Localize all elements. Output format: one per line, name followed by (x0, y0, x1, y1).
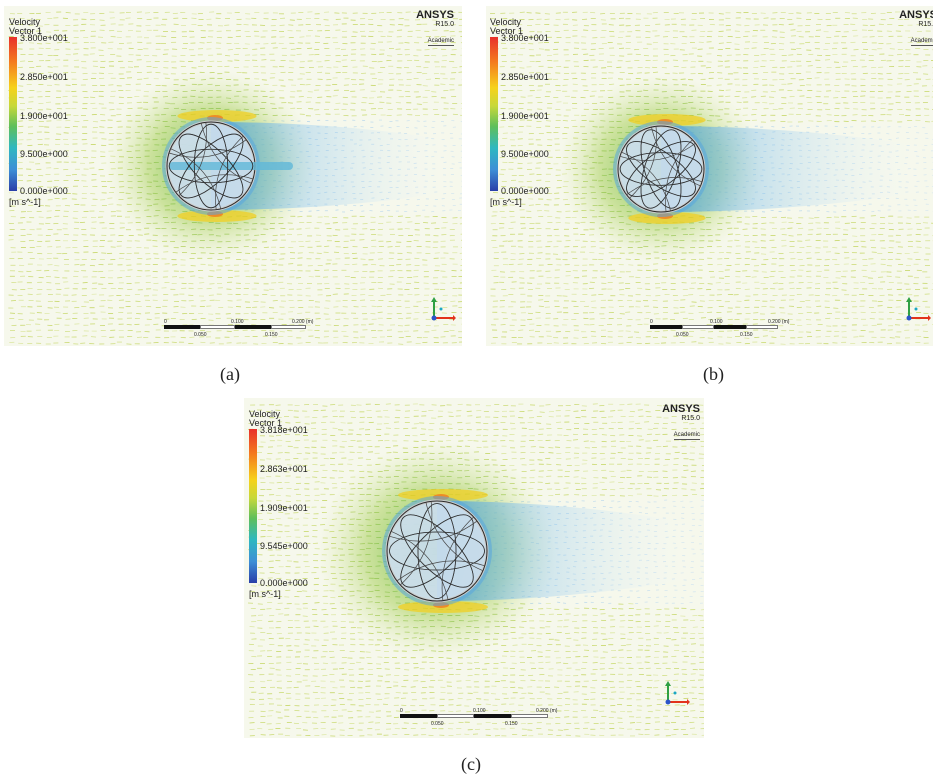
legend-tick: 1.909e+001 (260, 503, 308, 513)
scale-label: 0.100 (473, 708, 486, 714)
scale-label: 0.050 (194, 332, 207, 338)
color-scale-bar (249, 429, 257, 583)
legend-tick: 0.000e+000 (260, 578, 308, 588)
legend-unit: [m s^-1] (9, 197, 41, 207)
flow-field-b (490, 11, 933, 345)
scale-label: 0.050 (676, 332, 689, 338)
scale-label: 0.200 (m) (536, 708, 558, 714)
scale-label: 0.100 (710, 319, 723, 325)
stent-structure (385, 499, 489, 603)
legend-tick: 2.850e+001 (501, 72, 549, 82)
ansys-watermark: ANSYS R15.0 Academic (899, 10, 933, 47)
legend-tick: 0.000e+000 (20, 186, 68, 196)
legend-c: Velocity Vector 1 3.818e+001 2.863e+001 … (249, 410, 329, 610)
scale-label: 0.200 (m) (292, 319, 314, 325)
legend-tick: 9.500e+000 (20, 149, 68, 159)
ansys-edition: Academic (673, 432, 700, 440)
scale-label: 0.200 (m) (768, 319, 790, 325)
ansys-logo: ANSYS (416, 9, 454, 21)
scale-label: 0.050 (431, 721, 444, 727)
flow-field-c (247, 403, 704, 737)
scale-label: 0.150 (505, 721, 518, 727)
legend-unit: [m s^-1] (490, 197, 522, 207)
legend-tick: 2.850e+001 (20, 72, 68, 82)
legend-title: Velocity (9, 17, 41, 27)
velocity-plot-b: Velocity Vector 1 3.800e+001 2.850e+001 … (486, 6, 933, 346)
ansys-logo: ANSYS (899, 9, 933, 21)
color-scale-bar (9, 37, 17, 191)
ansys-edition: Academic (427, 38, 454, 46)
velocity-plot-c: Velocity Vector 1 3.818e+001 2.863e+001 … (244, 398, 704, 738)
legend-title: Velocity (249, 409, 281, 419)
color-scale-bar (490, 37, 498, 191)
legend-tick: 9.545e+000 (260, 541, 308, 551)
flow-field-a (8, 11, 462, 345)
legend-tick: 2.863e+001 (260, 464, 308, 474)
ansys-watermark: ANSYS R15.0 Academic (416, 10, 454, 47)
ansys-version: R15.0 (435, 21, 454, 28)
legend-b: Velocity Vector 1 3.800e+001 2.850e+001 … (490, 18, 570, 218)
legend-tick: 0.000e+000 (501, 186, 549, 196)
scale-label: 0 (650, 319, 653, 325)
ansys-version: R15.0 (918, 21, 933, 28)
legend-tick: 3.800e+001 (20, 33, 68, 43)
legend-subtitle: Vector 1 (249, 418, 283, 428)
stent-structure (165, 120, 293, 212)
scale-label: 0.100 (231, 319, 244, 325)
legend-unit: [m s^-1] (249, 589, 281, 599)
legend-subtitle: Vector 1 (490, 26, 524, 36)
length-scale-bar: 0 0.100 0.200 (m) 0.050 0.150 (650, 319, 820, 345)
ansys-version: R15.0 (681, 415, 700, 422)
legend-tick: 1.900e+001 (20, 111, 68, 121)
xyz-triad-icon (431, 297, 456, 321)
xyz-triad-icon (906, 297, 931, 321)
scale-label: 0.150 (265, 332, 278, 338)
ansys-watermark: ANSYS R15.0 Academic (662, 404, 700, 441)
length-scale-bar: 0 0.100 0.200 (m) 0.050 0.150 (164, 319, 334, 345)
stent-structure (616, 124, 706, 214)
length-scale-bar: 0 0.100 0.200 (m) 0.050 0.150 (400, 708, 570, 734)
legend-title: Velocity (490, 17, 522, 27)
scale-label: 0 (164, 319, 167, 325)
caption-c: (c) (461, 754, 481, 774)
caption-a: (a) (220, 364, 240, 384)
legend-tick: 1.900e+001 (501, 111, 549, 121)
legend-tick: 3.818e+001 (260, 425, 308, 435)
legend-subtitle: Vector 1 (9, 26, 43, 36)
velocity-plot-a: Velocity Vector 1 3.800e+001 2.850e+001 … (4, 6, 462, 346)
legend-tick: 3.800e+001 (501, 33, 549, 43)
caption-b: (b) (703, 364, 724, 384)
legend-a: Velocity Vector 1 3.800e+001 2.850e+001 … (9, 18, 89, 218)
scale-label: 0 (400, 708, 403, 714)
legend-tick: 9.500e+000 (501, 149, 549, 159)
xyz-triad-icon (665, 681, 690, 705)
ansys-edition: Academic (910, 38, 933, 46)
scale-label: 0.150 (740, 332, 753, 338)
ansys-logo: ANSYS (662, 403, 700, 415)
